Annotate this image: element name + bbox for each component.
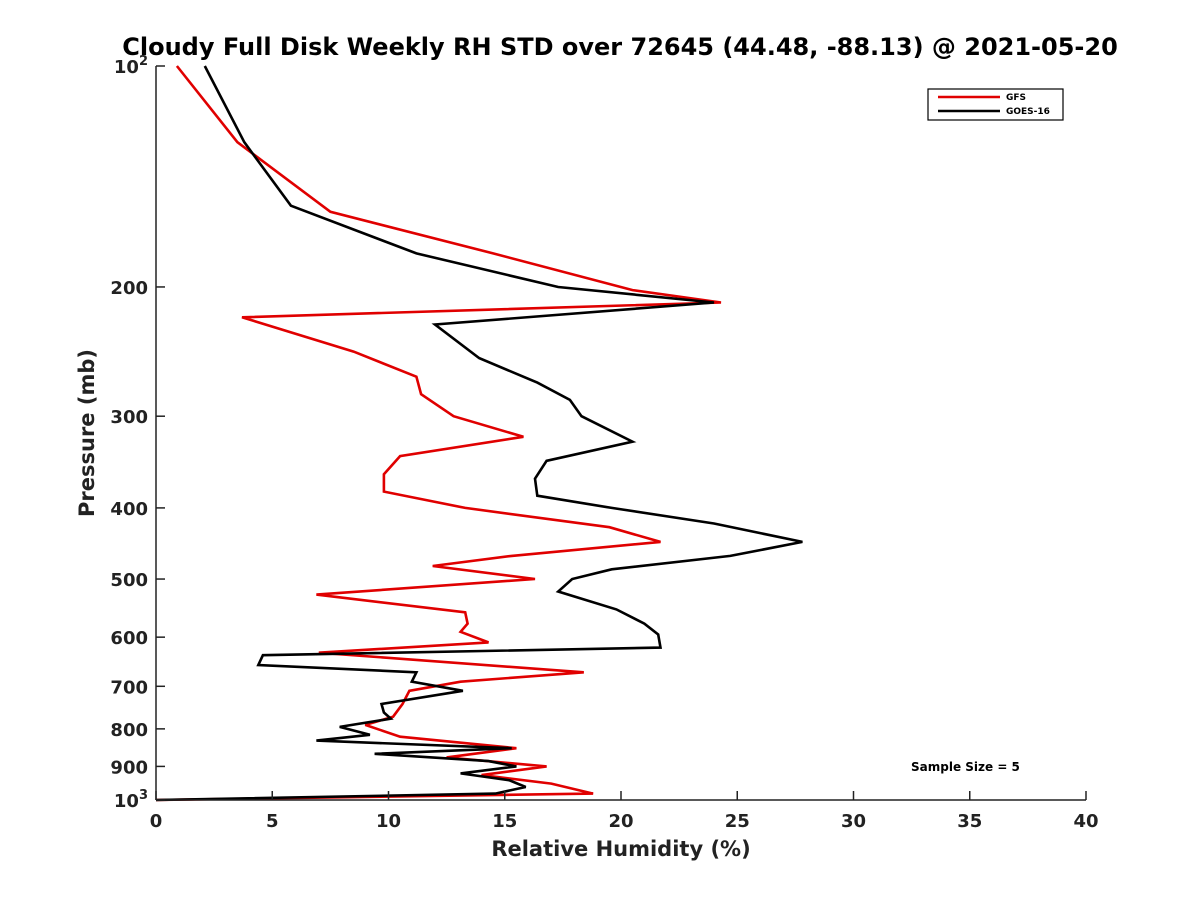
series-line-gfs — [155, 65, 722, 802]
legend: GFS GOES-16 — [927, 88, 1064, 121]
y-axis-label: Pressure (mb) — [75, 349, 99, 517]
legend-label-gfs: GFS — [1006, 93, 1026, 103]
x-tick-label: 15 — [492, 811, 517, 832]
x-tick-label: 30 — [841, 811, 866, 832]
x-tick-label: 10 — [376, 811, 401, 832]
y-tick-label: 600 — [110, 628, 148, 649]
chart-title: Cloudy Full Disk Weekly RH STD over 7264… — [122, 33, 1118, 61]
y-tick-label: 800 — [110, 720, 148, 741]
legend-label-goes-16: GOES-16 — [1006, 107, 1050, 117]
x-tick-label: 25 — [725, 811, 750, 832]
x-axis-label: Relative Humidity (%) — [491, 837, 750, 861]
x-ticks: 0 5 10 15 20 25 30 35 40 — [150, 791, 1099, 832]
y-tick-label: 400 — [110, 499, 148, 520]
axes: 0 5 10 15 20 25 30 35 40 10220030040050060070080… — [110, 54, 1098, 832]
legend-box — [927, 88, 1064, 121]
y-tick-label: 900 — [110, 757, 148, 778]
x-tick-label: 20 — [608, 811, 633, 832]
y-tick-label: 500 — [110, 570, 148, 591]
x-tick-label: 40 — [1073, 811, 1098, 832]
plot-series — [155, 65, 803, 802]
x-tick-label: 5 — [266, 811, 279, 832]
y-tick-label: 700 — [110, 677, 148, 698]
x-tick-label: 0 — [150, 811, 163, 832]
y-tick-label: 300 — [110, 407, 148, 428]
series-line-goes-16 — [155, 65, 803, 802]
sample-size-annotation: Sample Size = 5 — [911, 760, 1020, 774]
x-tick-label: 35 — [957, 811, 982, 832]
y-tick-label: 200 — [110, 278, 148, 299]
